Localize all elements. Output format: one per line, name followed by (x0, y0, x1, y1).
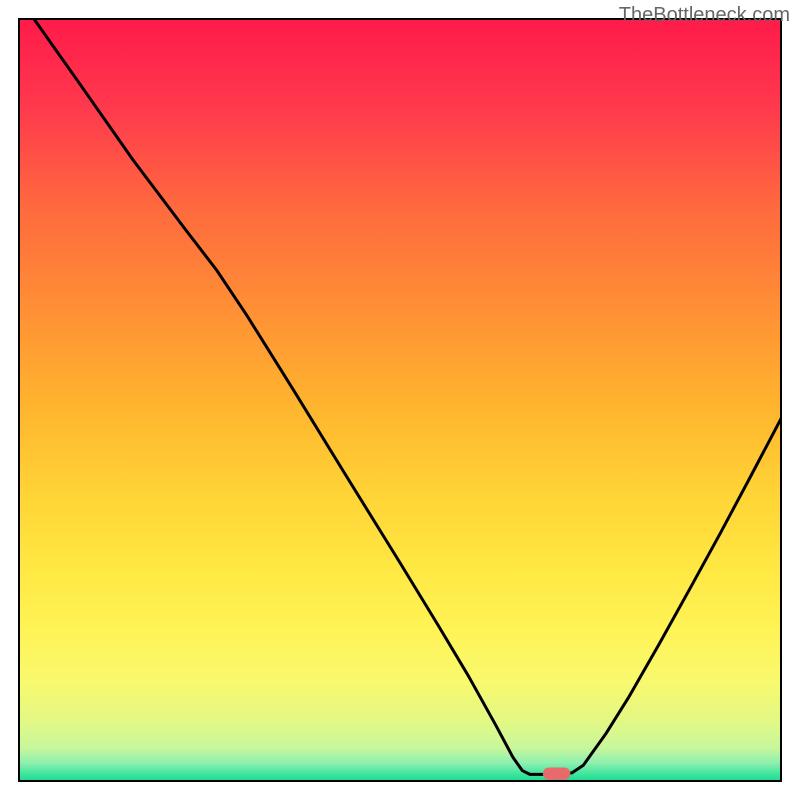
gradient-background (18, 18, 782, 782)
plot-area (18, 18, 782, 782)
watermark-text: TheBottleneck.com (619, 4, 790, 27)
bottleneck-chart: TheBottleneck.com (0, 0, 800, 800)
chart-svg (18, 18, 782, 782)
optimal-marker (543, 767, 571, 779)
